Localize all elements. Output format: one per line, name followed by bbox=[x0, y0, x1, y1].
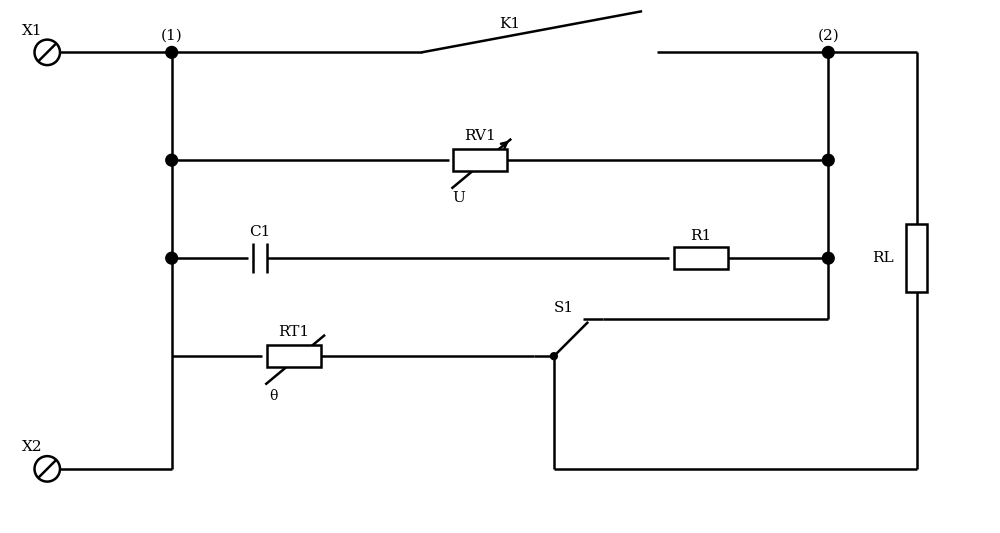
Bar bbox=[906, 224, 927, 293]
Text: (1): (1) bbox=[161, 29, 183, 43]
Text: X1: X1 bbox=[22, 23, 42, 38]
Circle shape bbox=[822, 154, 834, 166]
Text: θ: θ bbox=[269, 389, 277, 402]
Text: RV1: RV1 bbox=[465, 128, 496, 143]
Text: U: U bbox=[452, 191, 465, 205]
Circle shape bbox=[822, 46, 834, 58]
Text: R1: R1 bbox=[690, 229, 712, 243]
Circle shape bbox=[166, 252, 178, 264]
Circle shape bbox=[822, 252, 834, 264]
Bar bbox=[453, 149, 507, 171]
Text: RL: RL bbox=[872, 251, 894, 265]
Circle shape bbox=[34, 39, 60, 65]
Circle shape bbox=[166, 46, 178, 58]
Text: C1: C1 bbox=[249, 225, 271, 239]
Bar bbox=[674, 247, 728, 269]
Circle shape bbox=[34, 456, 60, 482]
Text: K1: K1 bbox=[499, 17, 520, 31]
Bar bbox=[267, 345, 321, 367]
Text: RT1: RT1 bbox=[279, 325, 310, 338]
Text: S1: S1 bbox=[554, 301, 574, 315]
Text: X2: X2 bbox=[22, 440, 42, 454]
Circle shape bbox=[166, 154, 178, 166]
Circle shape bbox=[550, 353, 557, 360]
Text: (2): (2) bbox=[817, 29, 839, 43]
